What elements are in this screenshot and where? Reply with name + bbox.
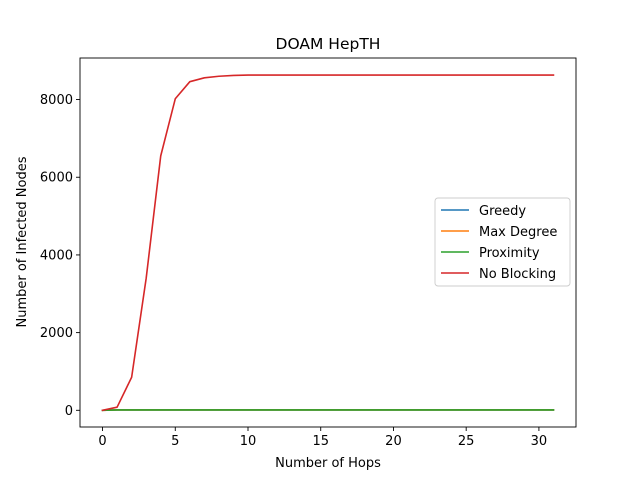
y-tick-label: 4000 (40, 248, 73, 263)
legend-label-3: No Blocking (479, 267, 556, 282)
series-line-3 (101, 74, 555, 412)
chart-title: DOAM HepTH (276, 35, 381, 53)
x-tick-label: 30 (531, 434, 548, 449)
y-tick-label: 6000 (40, 171, 73, 186)
legend-box (434, 197, 571, 287)
legend-label-0: Greedy (479, 204, 526, 219)
legend-label-2: Proximity (479, 246, 540, 261)
x-tick-label: 20 (385, 434, 402, 449)
y-axis-label: Number of Infected Nodes (15, 156, 30, 327)
legend: Greedy Max Degree Proximity No Blocking (434, 197, 571, 287)
y-tick-label: 8000 (40, 93, 73, 108)
x-tick-label: 25 (458, 434, 475, 449)
x-tick-label: 10 (240, 434, 257, 449)
plot-lines (101, 74, 555, 412)
plot-frame (79, 57, 577, 428)
y-tick-label: 0 (65, 404, 73, 419)
x-axis-label: Number of Hops (275, 456, 381, 471)
x-tick-label: 5 (171, 434, 179, 449)
x-tick-label: 15 (312, 434, 329, 449)
x-axis: 0 5 10 15 20 25 30 (98, 427, 547, 449)
y-tick-label: 2000 (40, 326, 73, 341)
y-axis: 0 2000 4000 6000 8000 (40, 93, 80, 419)
legend-label-1: Max Degree (479, 225, 557, 240)
x-tick-label: 0 (98, 434, 106, 449)
